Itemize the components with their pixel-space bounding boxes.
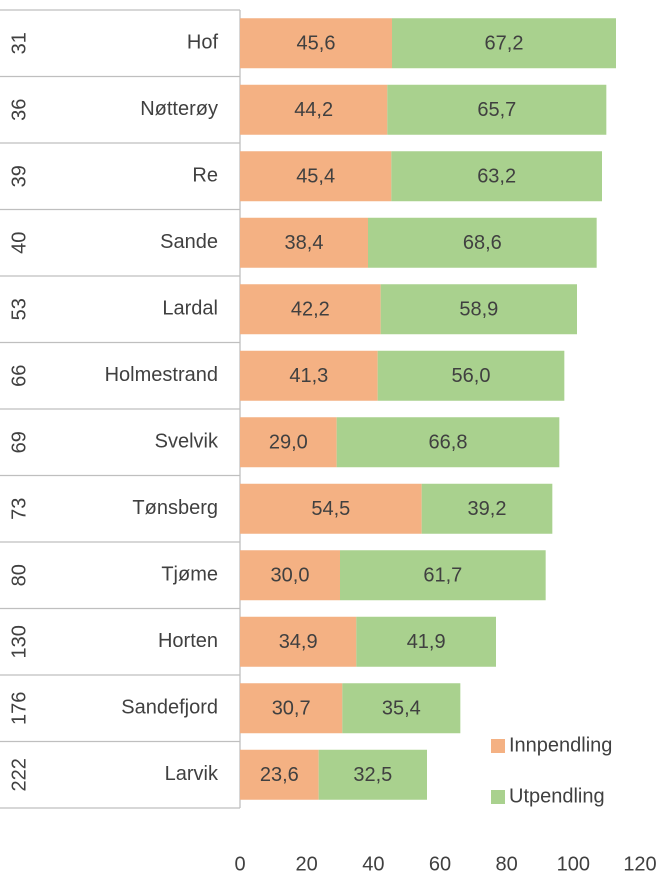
group-label: 53 — [8, 298, 30, 320]
value-label: 41,3 — [289, 365, 328, 387]
bar-segment — [240, 683, 343, 734]
value-label: 41,9 — [407, 631, 446, 653]
group-label: 36 — [8, 99, 30, 121]
value-label: 65,7 — [477, 99, 516, 121]
bar-segment — [380, 284, 577, 335]
value-label: 29,0 — [269, 432, 308, 454]
group-label: 69 — [8, 431, 30, 453]
value-label: 58,9 — [459, 299, 498, 321]
value-label: 30,0 — [271, 565, 310, 587]
group-label: 80 — [8, 564, 30, 586]
x-tick-label: 100 — [557, 853, 590, 875]
value-label: 61,7 — [423, 565, 462, 587]
category-label: Sande — [160, 231, 218, 253]
value-label: 39,2 — [468, 498, 507, 520]
x-tick-label: 20 — [296, 853, 318, 875]
bar-segment — [240, 483, 422, 534]
bar-segment — [421, 483, 553, 534]
bar-segment — [240, 749, 319, 800]
x-tick-label: 120 — [623, 853, 656, 875]
bar-segment — [240, 284, 381, 335]
category-label: Tjøme — [161, 564, 218, 586]
bar-segment — [240, 217, 368, 268]
legend-label: Innpendling — [509, 734, 612, 756]
bar-segment — [368, 217, 597, 268]
value-label: 45,4 — [296, 166, 335, 188]
bar-segment — [240, 151, 392, 202]
value-label: 54,5 — [311, 498, 350, 520]
bar-segment — [240, 417, 337, 468]
group-label: 73 — [8, 498, 30, 520]
group-label: 176 — [8, 692, 30, 725]
value-label: 67,2 — [485, 33, 524, 55]
group-label: 130 — [8, 625, 30, 658]
value-label: 66,8 — [429, 432, 468, 454]
x-tick-label: 60 — [429, 853, 451, 875]
category-label: Holmestrand — [105, 364, 218, 386]
category-label: Svelvik — [155, 431, 219, 453]
category-label: Lardal — [162, 298, 218, 320]
value-label: 42,2 — [291, 299, 330, 321]
value-label: 32,5 — [353, 764, 392, 786]
legend-label: Utpendling — [509, 785, 605, 807]
x-tick-label: 40 — [362, 853, 384, 875]
bar-segment — [240, 84, 388, 135]
bar-segment — [387, 84, 607, 135]
value-label: 30,7 — [272, 698, 311, 720]
category-label: Sandefjord — [121, 697, 218, 719]
group-label: 222 — [8, 758, 30, 791]
group-label: 40 — [8, 232, 30, 254]
bar-segment — [240, 350, 378, 401]
value-label: 56,0 — [452, 365, 491, 387]
group-label: 39 — [8, 165, 30, 187]
bar-segment — [342, 683, 461, 734]
value-label: 34,9 — [279, 631, 318, 653]
legend-swatch — [491, 739, 505, 753]
x-tick-label: 80 — [496, 853, 518, 875]
value-label: 38,4 — [285, 232, 324, 254]
bar-segment — [240, 18, 392, 69]
value-label: 23,6 — [260, 764, 299, 786]
value-label: 68,6 — [463, 232, 502, 254]
group-label: 31 — [8, 32, 30, 54]
category-label: Nøtterøy — [140, 98, 218, 120]
bar-segment — [340, 550, 546, 601]
value-label: 63,2 — [477, 166, 516, 188]
value-label: 35,4 — [382, 698, 421, 720]
bar-segment — [391, 151, 602, 202]
bar-segment — [240, 616, 357, 667]
category-label: Larvik — [165, 763, 219, 785]
bar-segment — [356, 616, 496, 667]
bar-segment — [377, 350, 565, 401]
bar-segment — [318, 749, 427, 800]
bar-segment — [336, 417, 560, 468]
category-label: Tønsberg — [132, 497, 218, 519]
legend-swatch — [491, 790, 505, 804]
x-tick-label: 0 — [234, 853, 245, 875]
category-label: Hof — [187, 32, 219, 54]
category-label: Horten — [158, 630, 218, 652]
category-label: Re — [192, 165, 218, 187]
group-label: 66 — [8, 365, 30, 387]
value-label: 44,2 — [294, 99, 333, 121]
bar-segment — [240, 550, 340, 601]
value-label: 45,6 — [297, 33, 336, 55]
bar-segment — [392, 18, 616, 69]
